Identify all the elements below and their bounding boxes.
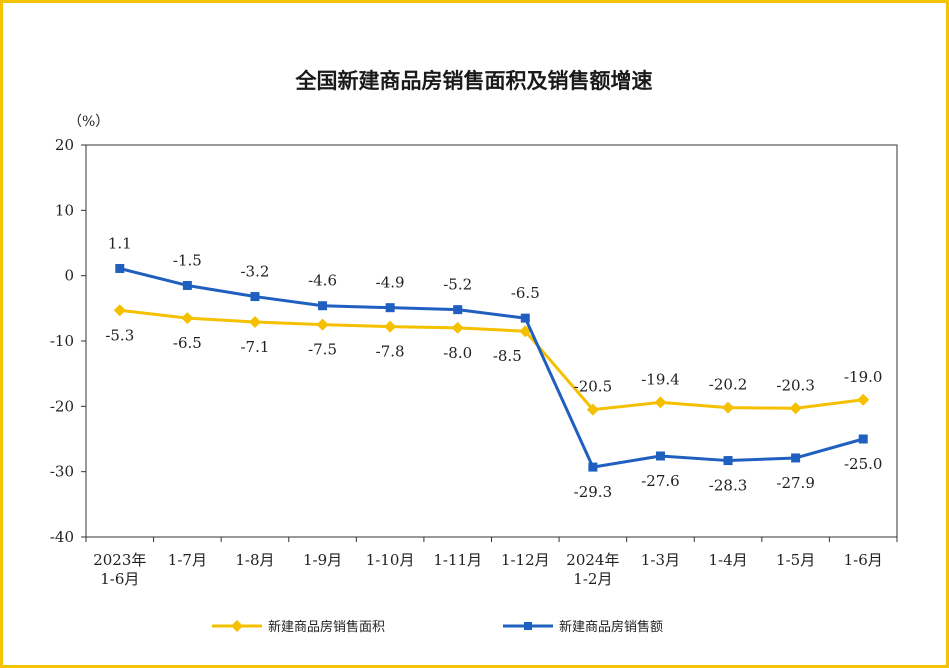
data-label-sales: -1.5 [173,251,202,269]
plot-area [85,144,898,538]
data-point-area [316,318,329,331]
legend: 新建商品房销售面积 新建商品房销售额 [212,619,663,635]
x-tick-label: 1-4月 [708,551,747,569]
data-label-area: -7.8 [376,343,405,361]
y-tick-label: 20 [55,136,74,154]
x-tick-label: 2023年 [93,551,146,569]
x-tick-label: 1-3月 [641,551,680,569]
data-label-area: -19.0 [844,368,882,386]
data-point-sales [250,292,260,302]
data-point-area [586,403,599,416]
data-label-area: -5.3 [105,326,134,344]
data-label-area: -20.3 [776,376,814,394]
y-tick-label: 10 [55,201,74,219]
data-point-area [722,401,735,414]
data-label-sales: -25.0 [844,455,882,473]
legend-marker-area [231,620,243,632]
legend-marker-sales [524,622,532,630]
data-point-sales [453,305,463,315]
data-point-area [181,312,194,325]
x-tick-label: 1-12月 [501,551,550,569]
x-tick-label: 2024年 [566,551,619,569]
x-tick-label: 1-6月 [844,551,883,569]
data-point-sales [723,456,733,466]
x-tick-label: 1-10月 [366,551,415,569]
data-label-area: -20.5 [574,378,612,396]
data-label-area: -8.5 [493,347,522,365]
data-point-area [654,396,667,409]
data-point-sales [791,453,801,463]
legend-label-sales: 新建商品房销售额 [559,619,663,635]
data-label-sales: -27.6 [641,472,679,490]
data-point-area [248,316,261,329]
data-label-area: -6.5 [173,334,202,352]
data-label-sales: -5.2 [443,276,472,294]
data-point-area [113,304,126,317]
data-point-sales [115,263,125,273]
data-label-sales: 1.1 [108,234,132,252]
data-label-sales: -28.3 [709,477,747,495]
data-label-sales: -4.6 [308,272,337,290]
x-tick-label: 1-2月 [573,570,612,588]
data-point-sales [182,280,192,290]
data-labels: -5.3 -6.5 -7.1 -7.5 -7.8 -8.0 -8.5 -20.5 -19.4 -2… [105,234,882,501]
data-label-area: -7.1 [240,338,269,356]
y-tick-label: -20 [50,397,74,415]
data-label-sales: -6.5 [511,284,540,302]
data-point-sales [858,434,868,444]
series-line-area [119,308,864,412]
legend-label-area: 新建商品房销售面积 [268,619,385,635]
data-point-area [857,393,870,406]
data-point-area [451,321,464,334]
data-point-area [789,402,802,415]
data-point-sales [385,303,395,313]
data-label-area: -19.4 [641,370,679,388]
data-point-sales [318,301,328,311]
x-tick-label: 1-9月 [303,551,342,569]
x-tick-label: 1-5月 [776,551,815,569]
series-group [113,263,870,472]
x-tick-label: 1-6月 [100,570,139,588]
data-label-area: -8.0 [443,344,472,362]
x-tick-label: 1-7月 [168,551,207,569]
data-point-sales [588,462,598,472]
series-line-sales [119,267,864,469]
data-label-sales: -29.3 [574,483,612,501]
y-axis-unit: （%） [68,114,109,130]
data-label-sales: -27.9 [776,474,814,492]
data-label-area: -7.5 [308,341,337,359]
data-point-sales [655,451,665,461]
data-label-sales: -4.9 [376,274,405,292]
y-tick-label: -40 [50,528,74,546]
data-label-area: -20.2 [709,376,747,394]
x-tick-label: 1-8月 [235,551,274,569]
chart-title: 全国新建商品房销售面积及销售额增速 [295,69,653,93]
data-point-area [384,320,397,333]
data-point-sales [520,313,530,323]
y-tick-label: 0 [64,267,74,285]
data-label-sales: -3.2 [240,263,269,281]
x-tick-label: 1-11月 [433,551,482,569]
y-tick-label: -10 [50,332,74,350]
y-axis: 20 10 0 -10 -20 -30 -40 [50,136,86,546]
y-tick-label: -30 [50,463,74,481]
